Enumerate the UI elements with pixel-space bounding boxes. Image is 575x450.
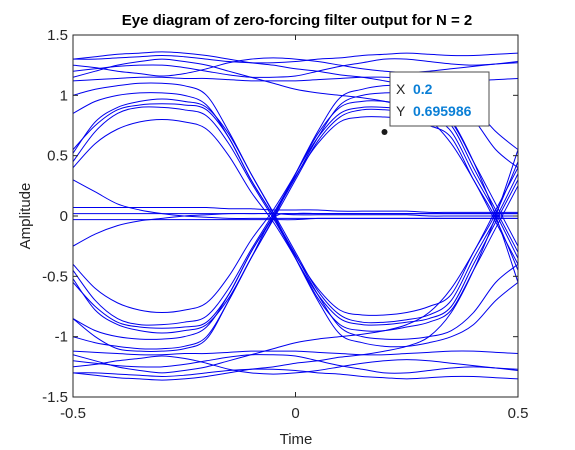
y-tick-label: -0.5	[42, 268, 68, 285]
y-tick-label: 0.5	[47, 148, 68, 165]
trace-line-4	[73, 57, 518, 77]
ticks-group: -0.5 0 0.5 -1.5 -1 -0.5 0 0.5 1 1.5	[42, 27, 528, 422]
trace-line-1	[73, 52, 518, 64]
trace-line-18	[73, 92, 518, 340]
trace-line-10	[73, 106, 518, 316]
trace-line-24	[73, 149, 518, 381]
y-tick-label: -1.5	[42, 389, 68, 406]
trace-line-21	[73, 58, 518, 265]
trace-line-6	[73, 354, 518, 374]
datatip-y-value: 0.695986	[413, 103, 472, 119]
x-axis-label: Time	[280, 431, 313, 448]
datatip-x-label: X	[396, 81, 406, 97]
trace-line-30	[73, 212, 518, 352]
datatip-marker[interactable]	[381, 129, 388, 136]
trace-line-5	[73, 368, 518, 380]
datatip-box	[389, 71, 490, 127]
x-tick-label: -0.5	[60, 405, 86, 422]
trace-line-27	[73, 213, 518, 217]
trace-line-2	[73, 58, 518, 78]
trace-line-8	[73, 355, 518, 375]
y-tick-label: 0	[60, 208, 68, 225]
y-tick-label: -1	[55, 329, 68, 346]
datatip-y-label: Y	[396, 103, 406, 119]
trace-line-7	[73, 350, 518, 356]
y-tick-label: 1.5	[47, 27, 68, 44]
chart-title: Eye diagram of zero-forcing filter outpu…	[122, 12, 472, 29]
datatip-x-value: 0.2	[413, 81, 433, 97]
trace-line-17	[73, 82, 518, 348]
trace-line-23	[73, 167, 518, 374]
trace-line-29	[73, 179, 518, 219]
x-tick-label: 0.5	[508, 405, 529, 422]
trace-line-11	[73, 98, 518, 324]
datatip[interactable]: X 0.2 Y 0.695986	[381, 71, 490, 136]
y-axis-label: Amplitude	[17, 183, 34, 250]
trace-line-14	[73, 116, 518, 326]
x-tick-label: 0	[291, 405, 299, 422]
y-tick-label: 1	[60, 87, 68, 104]
trace-line-25	[73, 206, 518, 213]
